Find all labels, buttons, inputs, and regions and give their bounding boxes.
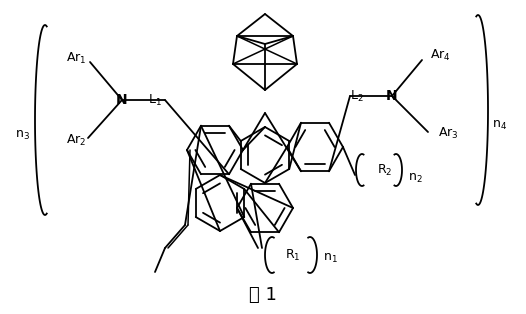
- Text: Ar$_1$: Ar$_1$: [66, 51, 86, 66]
- Text: N: N: [116, 93, 128, 107]
- Text: n$_1$: n$_1$: [322, 252, 337, 265]
- Text: L$_1$: L$_1$: [148, 92, 162, 108]
- Text: n$_3$: n$_3$: [15, 128, 29, 142]
- Text: n$_4$: n$_4$: [492, 118, 508, 132]
- Text: L$_2$: L$_2$: [350, 89, 364, 104]
- Text: R$_2$: R$_2$: [377, 162, 393, 177]
- Text: 式 1: 式 1: [249, 286, 277, 304]
- Text: R$_1$: R$_1$: [285, 247, 301, 263]
- Text: Ar$_4$: Ar$_4$: [430, 47, 450, 62]
- Text: Ar$_2$: Ar$_2$: [66, 133, 86, 148]
- Text: n$_2$: n$_2$: [408, 171, 422, 185]
- Text: Ar$_3$: Ar$_3$: [438, 126, 458, 141]
- Text: N: N: [386, 89, 398, 103]
